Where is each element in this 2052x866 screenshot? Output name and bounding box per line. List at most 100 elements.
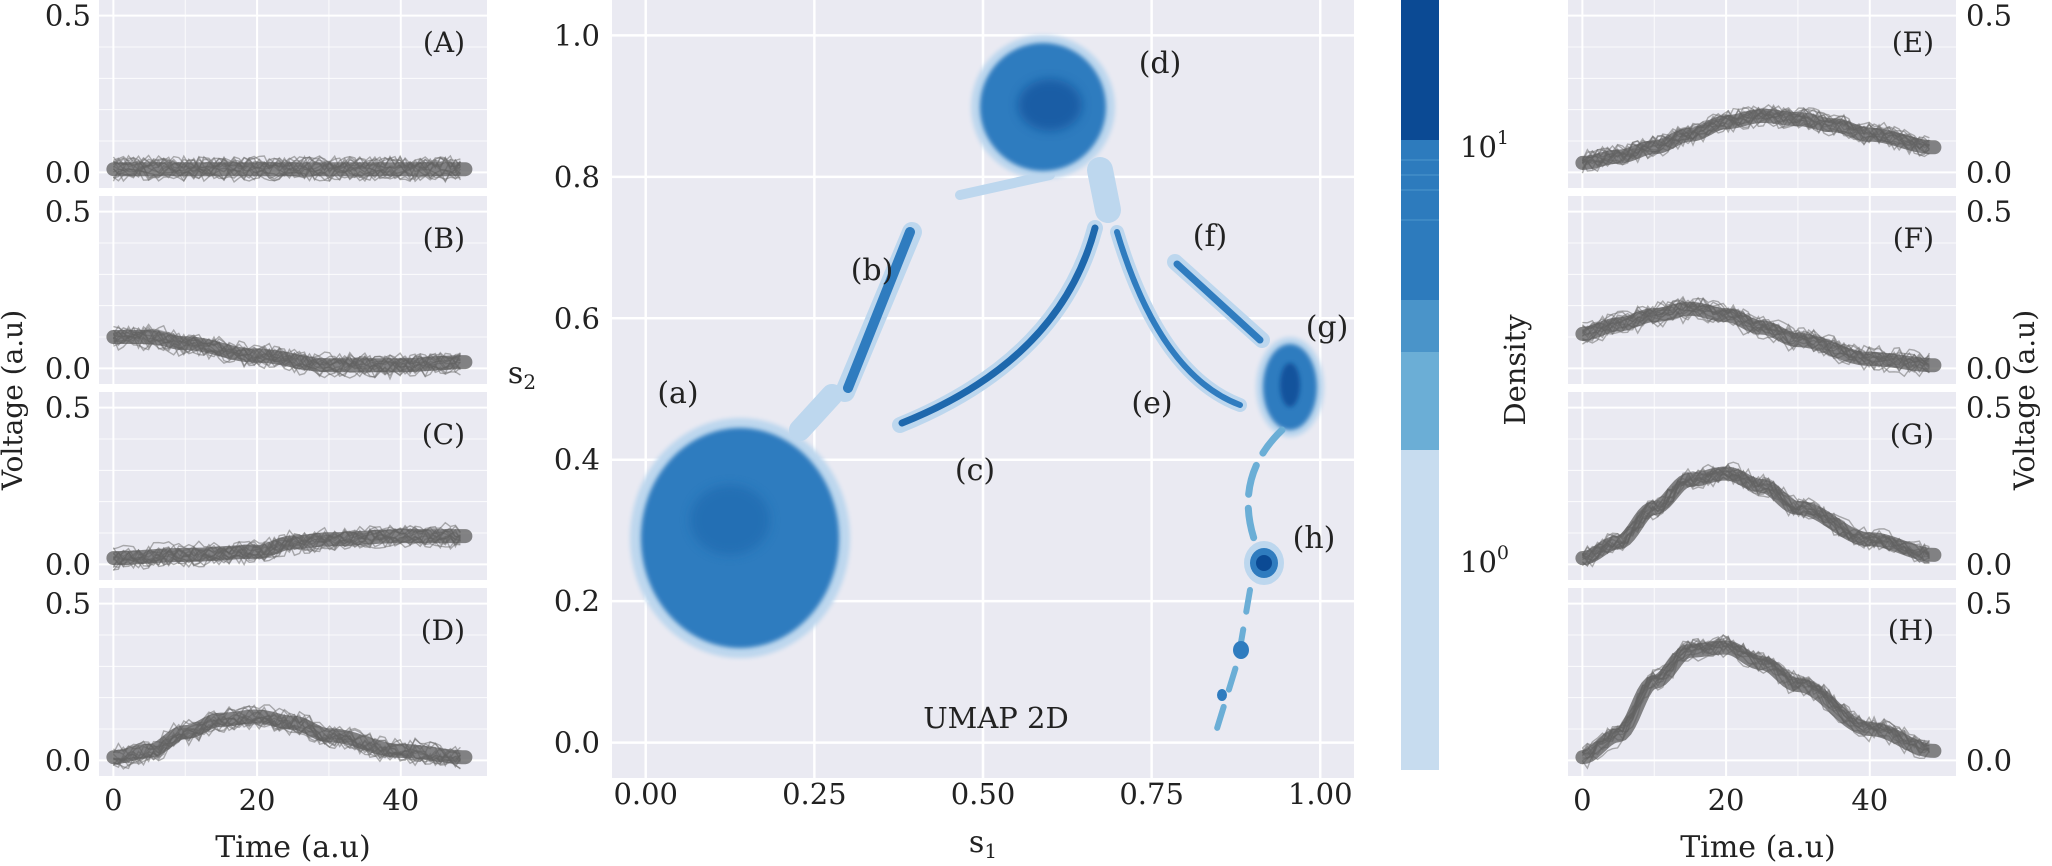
panel-background	[99, 196, 487, 384]
trace-mean	[1575, 640, 1942, 765]
ytick-label: 0.2	[554, 584, 600, 618]
xtick-label: 1.00	[1288, 777, 1353, 811]
ytick-label: 1.0	[554, 18, 600, 52]
trace-mean	[1575, 466, 1942, 566]
colorbar-band-3	[1401, 300, 1439, 352]
cluster-label-e: (e)	[1131, 386, 1172, 421]
ytick-label: 0.0	[45, 743, 91, 777]
panel-g: (G) 0.0 0.5	[1568, 391, 2012, 581]
trace-band	[1575, 295, 1942, 378]
xtick-label: 0	[1573, 783, 1591, 817]
cluster-b-body	[843, 227, 915, 393]
cluster-label-b: (b)	[851, 253, 894, 288]
panel-h: (H) 0.0 0.5 0 20 40	[1568, 587, 2012, 817]
trace-band	[1575, 104, 1942, 174]
panel-c: (C) 0.0 0.5	[45, 391, 487, 581]
left-xlabel: Time (a.u)	[215, 830, 371, 865]
tail-g-h	[1244, 426, 1286, 554]
xtick-label: 0.75	[1119, 777, 1184, 811]
ytick-label: 0.0	[45, 547, 91, 581]
ytick-label: 0.0	[45, 351, 91, 385]
colorbar-label: Density	[1498, 314, 1532, 426]
panel-background	[1568, 588, 1956, 776]
left-panels: (A) 0.0 0.5 (B) 0.0 0.5 (C) 0.0 0.5 (D) 0.0 0.5 0 20 4…	[45, 0, 487, 817]
panel-label: (A)	[423, 26, 465, 59]
umap-ylabel: s2	[508, 356, 536, 394]
umap-xlabel: s1	[969, 825, 997, 863]
cluster-d-core	[1018, 79, 1082, 131]
trace-band	[1575, 461, 1942, 568]
panel-label: (E)	[1892, 26, 1934, 59]
colorbar-band-2	[1401, 352, 1439, 450]
ytick-label: 0.6	[554, 301, 600, 335]
panel-d: (D) 0.0 0.5 0 20 40	[45, 587, 487, 817]
bridge-a-b	[789, 384, 843, 441]
trace-mean	[106, 709, 473, 765]
colorbar: 101 100 Density	[1401, 0, 1532, 770]
right-panels: (E) 0.0 0.5 (F) 0.0 0.5 (G) 0.0 0.5 (H) 0.0 0.5 0 20 4…	[1568, 0, 2012, 817]
tail-dot-2	[1217, 689, 1227, 701]
panel-f: (F) 0.0 0.5	[1568, 195, 2012, 385]
ytick-label: 0.5	[45, 195, 91, 229]
trace-band	[106, 323, 473, 381]
cluster-e-body	[1114, 229, 1243, 408]
ytick-label: 0.0	[1966, 547, 2012, 581]
cluster-label-g: (g)	[1306, 310, 1349, 345]
trace-mean	[106, 330, 473, 373]
bridge-d	[1087, 157, 1121, 223]
xtick-label: 0	[104, 783, 122, 817]
ytick-label: 0.0	[1966, 351, 2012, 385]
trace-mean	[1575, 301, 1942, 373]
panel-label: (G)	[1890, 418, 1934, 451]
tail-h	[1212, 587, 1253, 738]
umap-density	[630, 35, 1324, 738]
ytick-label: 0.0	[554, 726, 600, 760]
colorbar-band-1	[1401, 450, 1439, 770]
panel-label: (D)	[421, 614, 465, 647]
umap-tick-labels: 0.00 0.25 0.50 0.75 1.00 0.0 0.2 0.4 0.6 0.8 1.0	[554, 18, 1353, 811]
cluster-h-core	[1256, 555, 1272, 571]
ytick-label: 0.8	[554, 160, 600, 194]
cluster-label-d: (d)	[1139, 46, 1182, 81]
cluster-c-body	[898, 224, 1099, 427]
colorbar-tick-0: 100	[1460, 542, 1509, 579]
cluster-a-core	[690, 485, 770, 555]
ytick-label: 0.0	[45, 155, 91, 189]
right-xlabel: Time (a.u)	[1680, 830, 1836, 865]
panel-a: (A) 0.0 0.5	[45, 0, 487, 189]
xtick-label: 0.50	[951, 777, 1016, 811]
ytick-label: 0.5	[45, 587, 91, 621]
panel-label: (F)	[1893, 222, 1934, 255]
umap-annotation: UMAP 2D	[923, 701, 1069, 735]
ytick-label: 0.0	[1966, 155, 2012, 189]
left-ylabel: Voltage (a.u)	[0, 310, 29, 491]
cluster-g-core	[1280, 363, 1300, 407]
ytick-label: 0.5	[1966, 0, 2012, 33]
panel-e: (E) 0.0 0.5	[1568, 0, 2012, 189]
tail-dot-1	[1233, 641, 1249, 659]
cluster-label-h: (h)	[1293, 521, 1336, 556]
colorbar-band-5	[1401, 0, 1439, 140]
ytick-label: 0.5	[1966, 391, 2012, 425]
panel-b: (B) 0.0 0.5	[45, 195, 487, 385]
umap-plot: (a) (b) (c) (d) (e) (f) (g) (h) UMAP 2D …	[508, 0, 1354, 863]
trace-band	[106, 521, 473, 571]
xtick-label: 20	[239, 783, 276, 817]
xtick-label: 20	[1708, 783, 1745, 817]
ytick-label: 0.5	[1966, 195, 2012, 229]
cluster-label-f: (f)	[1193, 219, 1228, 254]
cluster-label-a: (a)	[657, 376, 698, 411]
panel-label: (C)	[422, 418, 465, 451]
cluster-label-c: (c)	[955, 453, 995, 488]
right-ylabel: Voltage (a.u)	[2008, 310, 2041, 491]
xtick-label: 0.00	[613, 777, 678, 811]
ytick-label: 0.5	[45, 0, 91, 33]
ytick-label: 0.5	[45, 391, 91, 425]
ytick-label: 0.0	[1966, 743, 2012, 777]
trace-band	[106, 154, 473, 184]
ytick-label: 0.4	[554, 443, 600, 477]
xtick-label: 40	[1851, 783, 1888, 817]
colorbar-tick-1: 101	[1460, 127, 1509, 164]
trace-mean	[106, 529, 473, 566]
